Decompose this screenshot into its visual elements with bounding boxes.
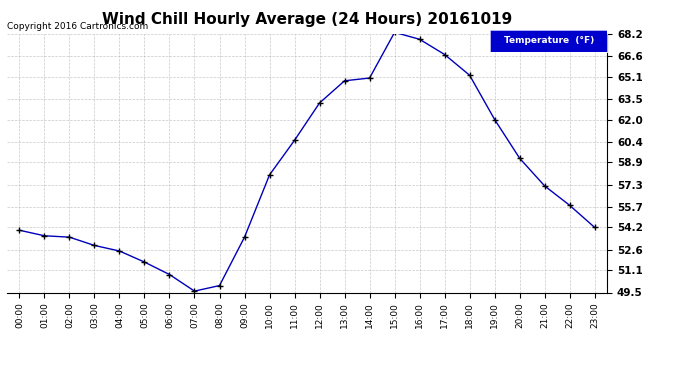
Text: Copyright 2016 Cartronics.com: Copyright 2016 Cartronics.com: [7, 22, 148, 31]
Title: Wind Chill Hourly Average (24 Hours) 20161019: Wind Chill Hourly Average (24 Hours) 201…: [102, 12, 512, 27]
